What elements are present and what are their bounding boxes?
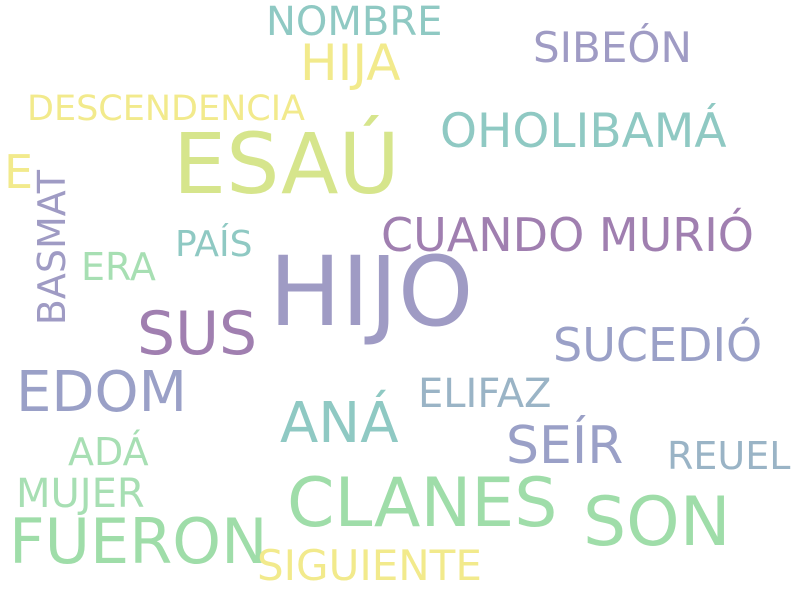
word-edom: EDOM: [16, 360, 187, 425]
word-sibeon: SIBEÓN: [533, 23, 692, 72]
word-son: SON: [583, 483, 731, 562]
word-e: E: [4, 145, 34, 199]
word-fueron: FUERON: [9, 505, 268, 578]
word-mujer: MUJER: [16, 471, 145, 517]
word-pais: PAÍS: [175, 224, 253, 265]
word-basmat: BASMAT: [30, 170, 74, 326]
word-sucedio: SUCEDIÓ: [553, 318, 763, 372]
word-siguiente: SIGUIENTE: [257, 541, 482, 590]
word-oholibama: OHOLIBAMÁ: [440, 104, 727, 159]
word-elifaz: ELIFAZ: [418, 371, 552, 417]
word-seir: SEÍR: [506, 416, 624, 476]
word-clanes: CLANES: [287, 464, 558, 543]
word-esau: ESAÚ: [173, 115, 400, 213]
word-hija: HIJA: [300, 34, 401, 92]
word-ana: ANÁ: [280, 391, 399, 456]
word-cuando-murio: CUANDO MURIÓ: [381, 208, 755, 262]
word-hijo: HIJO: [269, 236, 474, 348]
word-sus: SUS: [137, 299, 258, 369]
word-descendencia: DESCENDENCIA: [27, 89, 305, 129]
word-nombre: NOMBRE: [266, 0, 443, 45]
word-reuel: REUEL: [667, 434, 791, 478]
word-ada: ADÁ: [68, 430, 149, 474]
word-era: ERA: [81, 245, 156, 289]
